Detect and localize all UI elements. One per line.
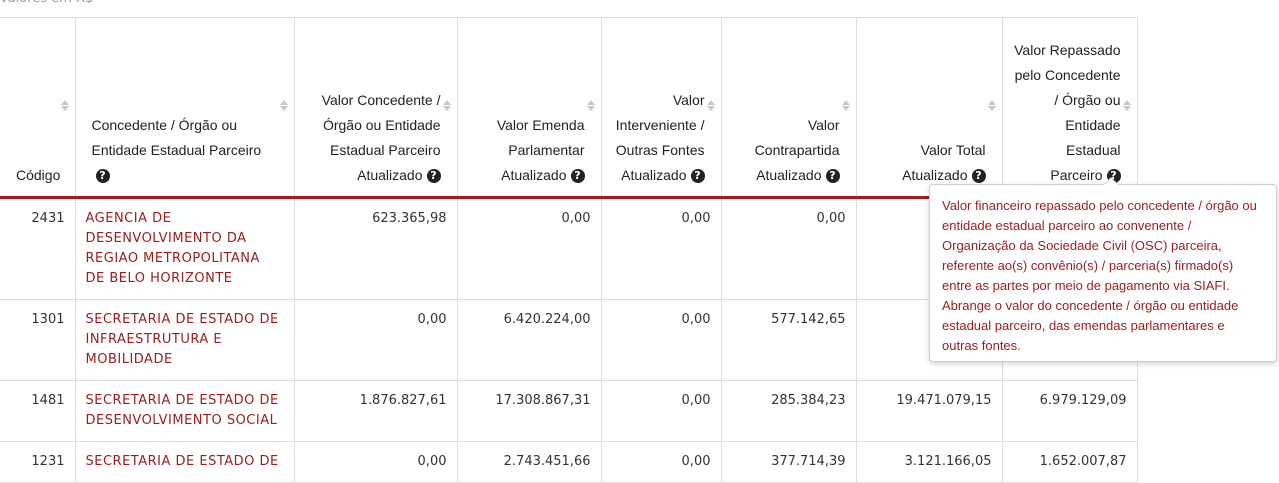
col-header-label: Valor Total Atualizado bbox=[902, 142, 986, 183]
concedente-link[interactable]: SECRETARIA DE ESTADO DE INFRAESTRUTURA E… bbox=[85, 312, 279, 367]
cell-name: SECRETARIA DE ESTADO DE INFRAESTRUTURA E… bbox=[75, 299, 295, 381]
col-header-valor-interveniente[interactable]: Valor Interveniente / Outras Fontes Atua… bbox=[601, 17, 722, 199]
cell-valor-contrapartida: 0,00 bbox=[721, 197, 857, 300]
cell-valor-contrapartida: 577.142,65 bbox=[721, 299, 857, 381]
col-header-label: Valor Contrapartida Atualizado bbox=[754, 117, 840, 183]
col-header-label: Código bbox=[16, 167, 61, 183]
col-header-valor-repassado[interactable]: Valor Repassado pelo Concedente / Órgão … bbox=[1002, 17, 1138, 199]
cell-name: SECRETARIA DE ESTADO DE DESENVOLVIMENTO … bbox=[75, 380, 295, 442]
col-header-valor-total[interactable]: Valor Total Atualizado? bbox=[856, 17, 1003, 199]
help-icon[interactable]: ? bbox=[570, 169, 585, 184]
tooltip-text: Valor financeiro repassado pelo conceden… bbox=[942, 198, 1257, 353]
cell-valor-concedente: 623.365,98 bbox=[294, 197, 458, 300]
sort-icon[interactable] bbox=[279, 99, 288, 115]
cell-code: 1481 bbox=[0, 380, 76, 442]
cell-code: 2431 bbox=[0, 197, 76, 300]
cell-code: 1231 bbox=[0, 441, 76, 483]
table-row: 1231 SECRETARIA DE ESTADO DE 0,00 2.743.… bbox=[0, 441, 1138, 483]
cell-valor-total: 19.471.079,15 bbox=[856, 380, 1003, 442]
sort-icon[interactable] bbox=[841, 99, 850, 115]
cell-valor-contrapartida: 285.384,23 bbox=[721, 380, 857, 442]
cell-valor-emenda: 2.743.451,66 bbox=[457, 441, 602, 483]
table-row: 1481 SECRETARIA DE ESTADO DE DESENVOLVIM… bbox=[0, 380, 1138, 442]
cell-valor-total: 3.121.166,05 bbox=[856, 441, 1003, 483]
cell-valor-contrapartida: 377.714,39 bbox=[721, 441, 857, 483]
cell-valor-interveniente: 0,00 bbox=[601, 299, 722, 381]
concedente-link[interactable]: SECRETARIA DE ESTADO DE DESENVOLVIMENTO … bbox=[85, 393, 279, 428]
col-header-label: Valor Concedente / Órgão ou Entidade Est… bbox=[321, 92, 441, 183]
help-icon[interactable]: ? bbox=[426, 169, 441, 184]
col-header-name[interactable]: Concedente / Órgão ou Entidade Estadual … bbox=[75, 17, 295, 199]
cell-valor-repassado: 1.652.007,87 bbox=[1002, 441, 1138, 483]
cell-valor-emenda: 6.420.224,00 bbox=[457, 299, 602, 381]
sort-icon[interactable] bbox=[706, 99, 715, 115]
sort-icon[interactable] bbox=[60, 99, 69, 115]
col-header-label: Valor Repassado pelo Concedente / Órgão … bbox=[1014, 42, 1121, 183]
cell-name: AGENCIA DE DESENVOLVIMENTO DA REGIAO MET… bbox=[75, 197, 295, 300]
help-icon[interactable]: ? bbox=[825, 169, 840, 184]
cell-valor-interveniente: 0,00 bbox=[601, 380, 722, 442]
help-tooltip: Valor financeiro repassado pelo conceden… bbox=[929, 177, 1277, 362]
col-header-label: Concedente / Órgão ou Entidade Estadual … bbox=[91, 117, 262, 158]
cell-code: 1301 bbox=[0, 299, 76, 381]
col-header-valor-concedente[interactable]: Valor Concedente / Órgão ou Entidade Est… bbox=[294, 17, 458, 199]
sort-icon[interactable] bbox=[987, 99, 996, 115]
sort-icon[interactable] bbox=[442, 99, 451, 115]
help-icon[interactable]: ? bbox=[690, 169, 705, 184]
values-caption: valores em R$ bbox=[0, 0, 93, 6]
help-icon[interactable]: ? bbox=[95, 169, 110, 184]
col-header-valor-contrapartida[interactable]: Valor Contrapartida Atualizado? bbox=[721, 17, 857, 199]
col-header-label: Valor Interveniente / Outras Fontes Atua… bbox=[615, 92, 705, 183]
col-header-label: Valor Emenda Parlamentar Atualizado bbox=[496, 117, 585, 183]
concedente-link[interactable]: AGENCIA DE DESENVOLVIMENTO DA REGIAO MET… bbox=[85, 211, 260, 286]
cell-valor-emenda: 0,00 bbox=[457, 197, 602, 300]
col-header-valor-emenda[interactable]: Valor Emenda Parlamentar Atualizado? bbox=[457, 17, 602, 199]
sort-icon[interactable] bbox=[1122, 99, 1131, 115]
cell-name: SECRETARIA DE ESTADO DE bbox=[75, 441, 295, 483]
cell-valor-interveniente: 0,00 bbox=[601, 197, 722, 300]
cell-valor-concedente: 0,00 bbox=[294, 299, 458, 381]
header-row: Código Concedente / Órgão ou Entidade Es… bbox=[0, 17, 1138, 199]
cell-valor-repassado: 6.979.129,09 bbox=[1002, 380, 1138, 442]
concedente-link[interactable]: SECRETARIA DE ESTADO DE bbox=[85, 454, 279, 469]
cell-valor-interveniente: 0,00 bbox=[601, 441, 722, 483]
cell-valor-concedente: 0,00 bbox=[294, 441, 458, 483]
cell-valor-emenda: 17.308.867,31 bbox=[457, 380, 602, 442]
tooltip-arrow bbox=[1103, 177, 1119, 185]
col-header-code[interactable]: Código bbox=[0, 17, 76, 199]
sort-icon[interactable] bbox=[586, 99, 595, 115]
cell-valor-concedente: 1.876.827,61 bbox=[294, 380, 458, 442]
help-icon[interactable]: ? bbox=[971, 169, 986, 184]
